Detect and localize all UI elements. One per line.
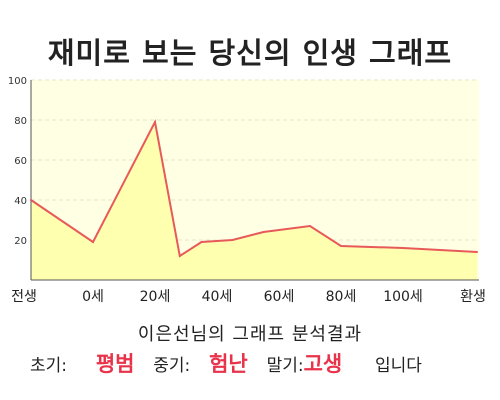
x-tick-label: 0세 xyxy=(82,289,104,305)
data-point xyxy=(262,231,265,233)
data-point xyxy=(178,255,181,257)
chart-title: 재미로 보는 당신의 인생 그래프 xyxy=(47,36,453,70)
y-tick-label: 20 xyxy=(14,236,27,247)
late-label: 말기: xyxy=(266,356,304,376)
data-point xyxy=(92,241,94,243)
early-label: 초기: xyxy=(30,356,68,376)
y-tick-label: 40 xyxy=(14,196,27,207)
x-tick-label: 전생 xyxy=(11,289,37,305)
suffix-text: 입니다 xyxy=(375,356,422,376)
data-point xyxy=(340,245,342,247)
life-chart: 20 40 60 80 100 전생 0세 20세 40세 60세 80세 100세 환생 xyxy=(8,76,486,305)
data-point xyxy=(231,239,234,241)
early-value: 평범 xyxy=(95,352,135,376)
x-tick-label: 100세 xyxy=(383,289,423,305)
y-tick-label: 60 xyxy=(14,156,27,167)
y-tick-label: 100 xyxy=(8,76,27,87)
data-point xyxy=(154,121,156,123)
x-tick-label: 80세 xyxy=(326,289,357,305)
y-tick-label: 80 xyxy=(14,116,27,127)
x-tick-label: 40세 xyxy=(202,289,233,305)
data-point xyxy=(309,225,311,227)
middle-value: 험난 xyxy=(209,352,248,376)
data-point xyxy=(30,199,32,201)
area-fill xyxy=(31,122,477,280)
analysis-summary: 초기: 평범 중기: 험난 말기:고생 입니다 xyxy=(30,348,490,378)
data-point xyxy=(402,247,404,249)
x-tick-label: 환생 xyxy=(460,289,486,305)
y-tick-labels: 20 40 60 80 100 xyxy=(8,76,27,247)
late-value: 고생 xyxy=(303,352,343,376)
data-point xyxy=(476,251,478,253)
x-tick-labels: 전생 0세 20세 40세 60세 80세 100세 환생 xyxy=(11,289,486,305)
middle-label: 중기: xyxy=(153,356,191,376)
analysis-subtitle: 이은선님의 그래프 분석결과 xyxy=(137,324,363,345)
x-tick-label: 60세 xyxy=(264,289,295,305)
x-tick-label: 20세 xyxy=(140,289,171,305)
data-point xyxy=(200,241,203,243)
